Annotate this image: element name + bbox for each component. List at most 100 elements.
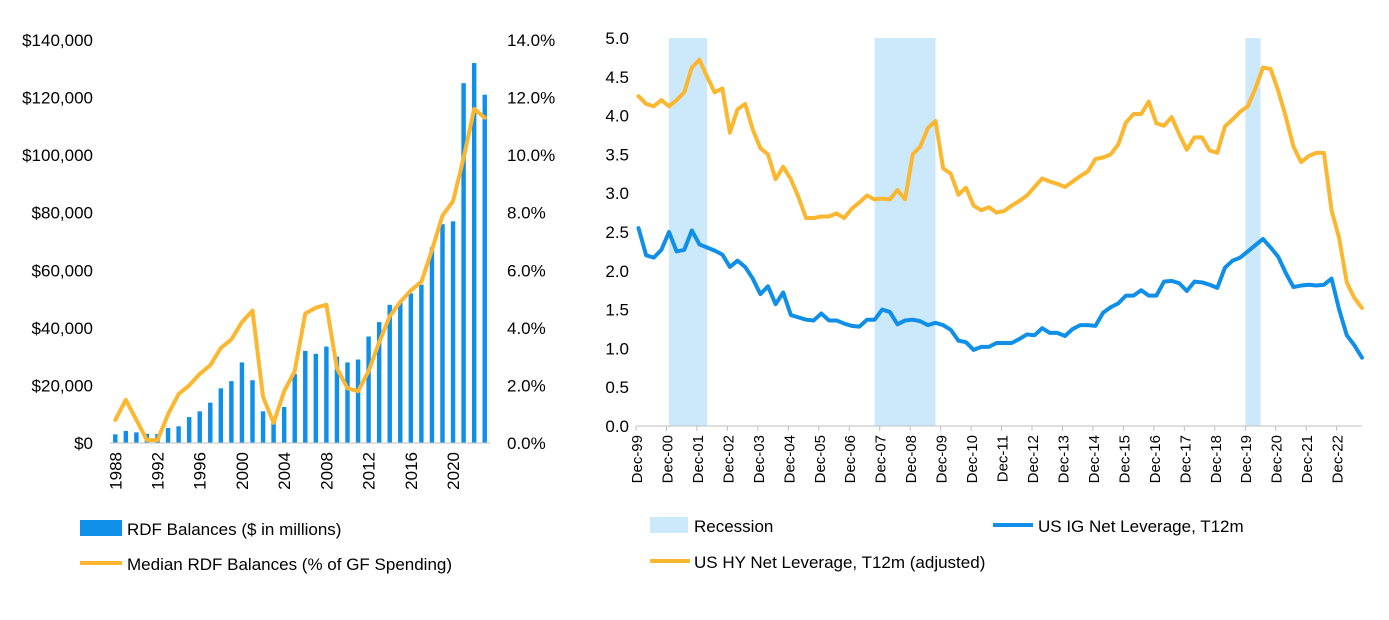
rdf-bar-2008	[324, 346, 329, 443]
right-x-tick-label: Dec-20	[1269, 435, 1286, 483]
legend-label-median-rdf: Median RDF Balances (% of GF Spending)	[127, 555, 452, 574]
right-x-tick-label: Dec-16	[1147, 435, 1164, 483]
right-chart-y-tick-label: 5.0	[605, 29, 629, 48]
rdf-bar-2009	[334, 356, 340, 443]
legend-label-recession: Recession	[694, 517, 773, 536]
right-y-tick-label: 4.0%	[507, 319, 546, 338]
right-chart-axes: 0.0 0.5 1.0 1.5 2.0 2.5 3.0 3.5 4.0 4.5 5.0 Dec-99 D…	[605, 29, 1362, 483]
rdf-bar-2005	[292, 373, 297, 443]
rdf-balance-bars	[113, 63, 487, 444]
legend-label-us-hy: US HY Net Leverage, T12m (adjusted)	[694, 553, 985, 572]
right-x-tick-label: Dec-02	[720, 435, 737, 483]
rdf-bar-1990	[134, 432, 139, 443]
left-x-tick-label: 2012	[360, 452, 379, 490]
left-y-tick-label: $40,000	[32, 319, 93, 338]
left-y-tick-label: $80,000	[32, 204, 93, 223]
left-x-tick-label: 2000	[233, 452, 252, 490]
right-x-tick-label: Dec-11	[995, 435, 1012, 482]
right-chart-y-tick-label: 4.5	[605, 68, 629, 87]
right-x-tick-label: Dec-19	[1238, 435, 1255, 483]
left-x-tick-label: 1988	[106, 452, 125, 490]
rdf-bar-1995	[186, 417, 192, 443]
right-y-tick-label: 6.0%	[507, 261, 546, 280]
median-rdf-line	[113, 107, 487, 443]
right-x-tick-label: Dec-12	[1025, 435, 1042, 483]
leverage-lines	[636, 57, 1364, 360]
rdf-bar-2023	[482, 94, 487, 443]
right-x-tick-label: Dec-05	[812, 435, 829, 483]
right-x-tick-label: Dec-04	[781, 435, 798, 483]
rdf-bar-1993	[165, 428, 171, 443]
right-x-tick-label: Dec-01	[690, 435, 707, 483]
rdf-bar-2003	[271, 417, 276, 443]
right-chart-y-tick-label: 3.0	[605, 184, 629, 203]
left-x-tick-label: 2008	[317, 452, 336, 490]
left-chart-axes: $0 $20,000 $40,000 $60,000 $80,000 $100,000 $1…	[22, 31, 555, 490]
right-x-tick-label: Dec-10	[964, 435, 981, 483]
right-x-tick-label: Dec-07	[873, 435, 890, 483]
legend-swatch-rdf-balances	[80, 520, 122, 536]
right-chart-legend: Recession US IG Net Leverage, T12m US HY N…	[650, 517, 1244, 572]
recession-bands	[668, 38, 1261, 426]
right-x-tick-label: Dec-06	[842, 435, 859, 483]
left-x-tick-label: 1996	[191, 452, 210, 490]
left-x-tick-label: 2020	[444, 452, 463, 490]
right-x-tick-label: Dec-18	[1208, 435, 1225, 483]
left-x-tick-label: 2016	[402, 452, 421, 490]
right-x-tick-label: Dec-00	[659, 435, 676, 483]
right-x-tick-label: Dec-09	[934, 435, 951, 483]
left-y-tick-label: $0	[74, 434, 93, 453]
rdf-bar-2020	[450, 221, 456, 443]
left-chart: $0 $20,000 $40,000 $60,000 $80,000 $100,000 $1…	[22, 31, 555, 574]
right-y-tick-label: 14.0%	[507, 31, 555, 50]
right-chart-y-tick-label: 1.0	[605, 339, 629, 358]
rdf-bar-1997	[208, 402, 213, 443]
left-y-tick-label: $120,000	[22, 89, 93, 108]
left-chart-legend: RDF Balances ($ in millions) Median RDF B…	[80, 520, 452, 574]
right-chart: 0.0 0.5 1.0 1.5 2.0 2.5 3.0 3.5 4.0 4.5 5.0 Dec-99 D…	[605, 29, 1364, 572]
recession-band-2	[874, 38, 936, 426]
right-x-tick-label: Dec-17	[1177, 435, 1194, 483]
rdf-bar-1996	[197, 411, 202, 443]
rdf-bar-2004	[281, 407, 287, 443]
us-ig-net-leverage-line	[636, 226, 1364, 360]
right-chart-y-tick-label: 1.5	[605, 301, 629, 320]
rdf-bar-1998	[218, 388, 224, 443]
median-rdf-line-layer	[113, 107, 487, 443]
legend-swatch-recession	[650, 517, 688, 533]
rdf-bar-2001	[250, 380, 255, 443]
rdf-bar-1988	[113, 434, 118, 443]
rdf-bar-2000	[239, 362, 245, 443]
rdf-bar-2011	[355, 359, 361, 443]
left-y-tick-label: $60,000	[32, 261, 93, 280]
rdf-bar-2019	[440, 224, 445, 443]
right-chart-y-tick-label: 0.0	[605, 417, 629, 436]
right-x-tick-label: Dec-13	[1055, 435, 1072, 483]
right-x-tick-label: Dec-08	[903, 435, 920, 483]
left-x-tick-label: 1992	[149, 452, 168, 490]
rdf-bar-2018	[429, 247, 435, 443]
rdf-bar-2016	[408, 293, 414, 443]
left-y-tick-label: $20,000	[32, 376, 93, 395]
rdf-bar-2006	[303, 350, 308, 443]
right-chart-y-tick-label: 2.0	[605, 262, 629, 281]
right-y-tick-label: 12.0%	[507, 89, 555, 108]
right-chart-y-tick-label: 3.5	[605, 145, 629, 164]
rdf-bar-2022	[471, 63, 477, 443]
rdf-bar-2015	[398, 301, 403, 443]
right-y-tick-label: 8.0%	[507, 204, 546, 223]
rdf-bar-1989	[123, 430, 129, 443]
right-x-tick-label: Dec-99	[629, 435, 646, 483]
rdf-bar-2010	[345, 362, 350, 443]
rdf-bar-2017	[419, 284, 424, 443]
rdf-bar-2014	[387, 304, 392, 443]
right-x-tick-label: Dec-14	[1086, 435, 1103, 483]
legend-label-us-ig: US IG Net Leverage, T12m	[1038, 517, 1244, 536]
right-y-tick-label: 2.0%	[507, 376, 546, 395]
right-x-tick-label: Dec-21	[1299, 435, 1316, 483]
right-x-tick-label: Dec-15	[1116, 435, 1133, 483]
right-chart-y-tick-label: 4.0	[605, 107, 629, 126]
rdf-bar-2013	[376, 322, 382, 443]
